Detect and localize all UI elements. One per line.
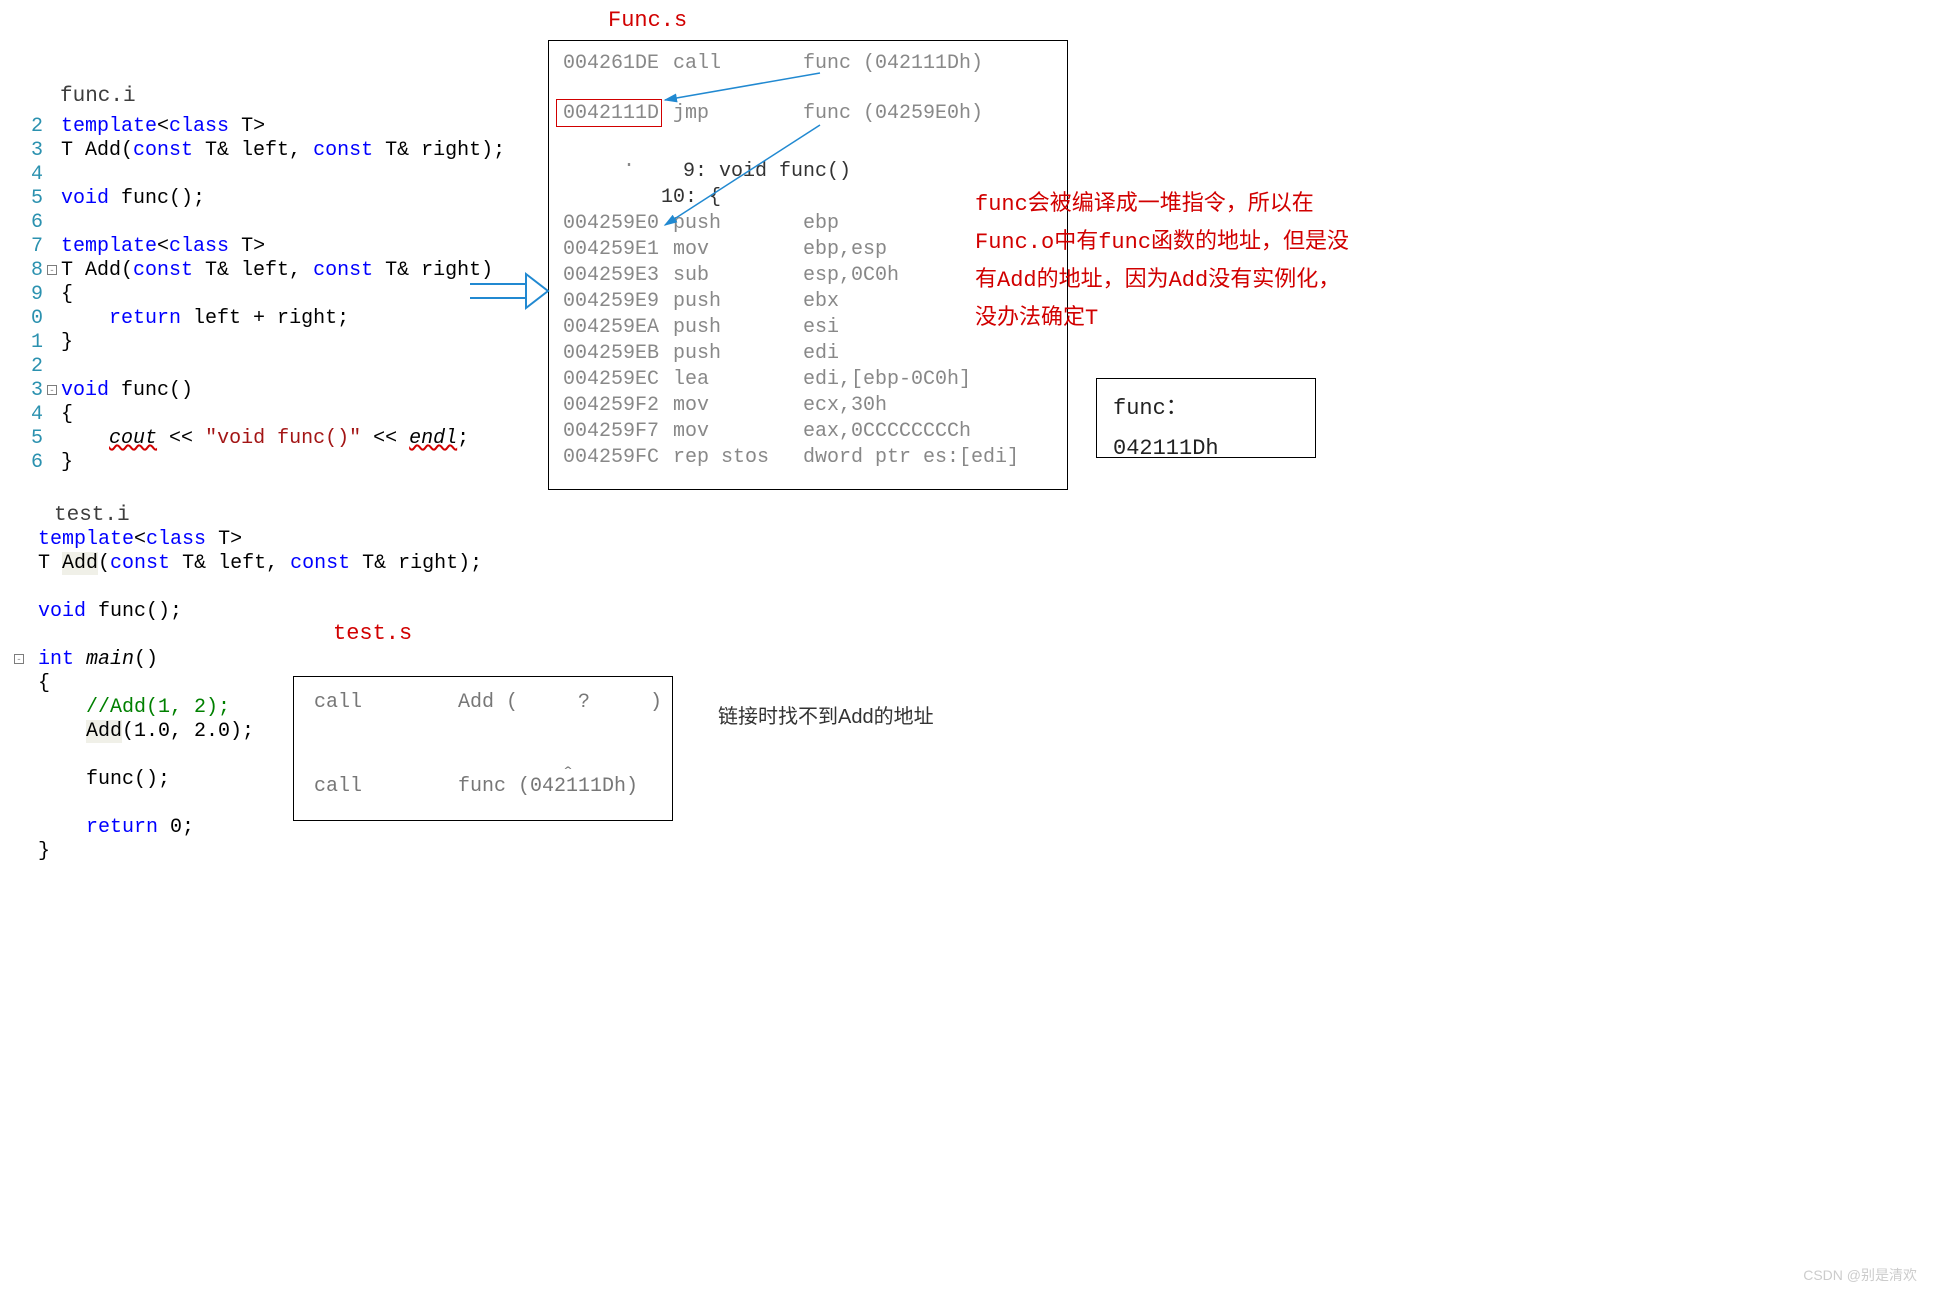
watermark: CSDN @别是清欢 [1803, 1265, 1917, 1285]
code-func-i: 2template<class T> 3T Add(const T& left,… [15, 115, 505, 475]
note-right: func会被编译成一堆指令，所以在Func.o中有func函数的地址，但是没有A… [975, 186, 1355, 338]
test-s-call1: call [314, 691, 362, 714]
red-box-jmp-addr [556, 99, 662, 127]
label-test-i: test.i [54, 504, 130, 527]
test-s-func: func (042111Dhˆ) [458, 775, 638, 798]
test-s-add: Add ( ? ) [458, 691, 662, 714]
test-s-call2: call [314, 775, 362, 798]
label-func-i: func.i [60, 85, 136, 108]
asm-box-test-s: call Add ( ? ) call func (042111Dhˆ) [293, 676, 673, 821]
label-test-s: test.s [333, 621, 412, 646]
note-link: 链接时找不到Add的地址 [718, 700, 934, 729]
small-box-func-addr: func： 042111Dh [1096, 378, 1316, 458]
label-func-s: Func.s [608, 8, 687, 33]
